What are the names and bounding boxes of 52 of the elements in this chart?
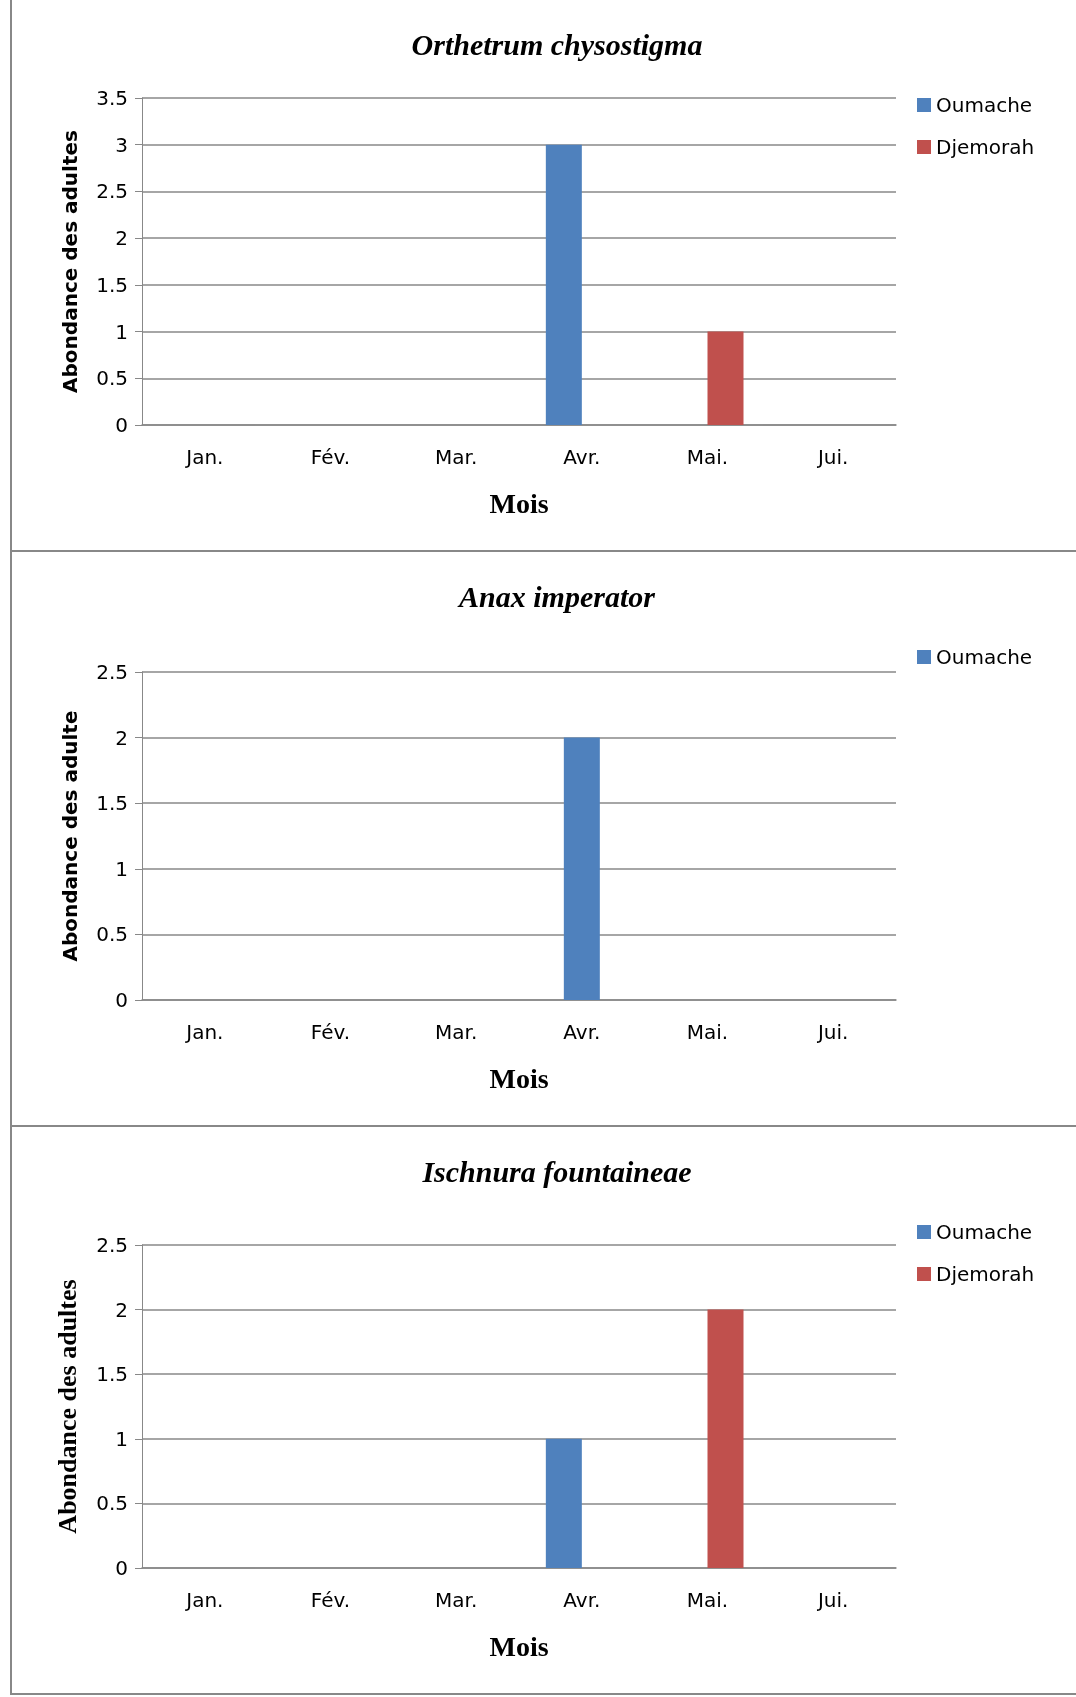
y-axis-title: Abondance des adultes [52,1279,82,1534]
y-tick-label: 1.5 [96,791,128,816]
x-tick-label: Jui. [815,1020,849,1044]
legend-label: Djemorah [936,1262,1035,1286]
x-tick-label: Fév. [310,445,351,469]
x-axis-title: Mois [489,1062,549,1094]
chart-title: Orthetrum chysostigma [411,27,703,61]
y-tick-label: 0 [115,413,128,437]
x-tick-label: Fév. [310,1588,351,1612]
x-tick-label: Mai. [686,1020,729,1044]
x-tick-label: Mai. [686,1588,729,1612]
x-tick-label: Jan. [184,445,224,469]
x-tick-label: Jan. [184,1020,224,1044]
y-tick-label: 1.5 [96,1362,128,1387]
legend-label: Oumache [936,93,1033,117]
y-tick-label: 3.5 [96,86,128,110]
x-axis-title: Mois [489,1630,549,1662]
y-tick-label: 2 [115,1297,128,1322]
x-tick-label: Mai. [686,445,729,469]
legend-label: Djemorah [936,135,1035,159]
y-tick-label: 2.5 [96,660,128,684]
y-tick-label: 1.5 [96,272,128,297]
x-tick-label: Avr. [563,1020,601,1044]
y-tick-label: 2 [115,725,128,750]
y-tick-label: 0.5 [96,1491,128,1516]
y-tick-label: 0 [115,988,128,1012]
y-tick-label: 0.5 [96,922,128,947]
y-tick-label: 0 [115,1556,128,1580]
x-tick-label: Avr. [563,445,601,469]
x-tick-label: Mar. [435,1588,478,1612]
y-tick-label: 0.5 [96,366,128,391]
y-axis-title: Abondance des adultes [58,130,82,393]
chart-title: Anax imperator [457,579,656,613]
x-axis-title: Mois [489,487,549,519]
legend-label: Oumache [936,645,1033,669]
y-axis-title: Abondance des adulte [58,710,82,962]
x-tick-label: Jan. [184,1588,224,1612]
y-tick-label: 1 [115,1426,128,1451]
y-tick-label: 1 [115,319,128,344]
chart-title: Ischnura fountaineae [421,1154,692,1188]
x-tick-label: Fév. [310,1020,351,1044]
legend-label: Oumache [936,1220,1033,1244]
y-tick-label: 1 [115,856,128,881]
x-tick-label: Avr. [563,1588,601,1612]
y-tick-label: 2.5 [96,179,128,204]
x-tick-label: Mar. [435,1020,478,1044]
x-tick-label: Mar. [435,445,478,469]
y-tick-label: 2.5 [96,1233,128,1257]
x-tick-label: Jui. [815,1588,849,1612]
y-tick-label: 3 [115,132,128,157]
y-tick-label: 2 [115,226,128,251]
x-tick-label: Jui. [815,445,849,469]
